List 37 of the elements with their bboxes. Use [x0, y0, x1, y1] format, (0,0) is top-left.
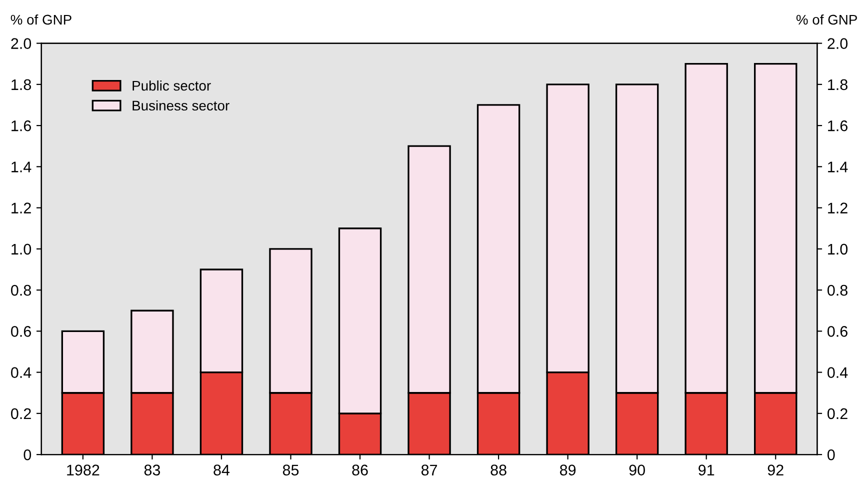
x-tick-label: 1982 — [67, 464, 100, 476]
y2-tick-label: 0 — [827, 449, 835, 460]
y2-tick-label: 1.0 — [828, 244, 848, 255]
y-tick-label: 0.8 — [11, 284, 31, 296]
y-tick-label: 0.4 — [11, 367, 32, 378]
y-tick-label: 2.0 — [11, 38, 32, 49]
x-tick-label: 86 — [352, 464, 368, 476]
legend-label: Business sector — [132, 100, 230, 111]
x-tick-label: 89 — [560, 464, 576, 476]
y-tick-label: 1.0 — [12, 244, 32, 255]
x-tick-label: 90 — [629, 464, 645, 476]
legend-label: Public sector — [132, 80, 211, 91]
y-tick-label: 1.2 — [12, 202, 31, 214]
y-tick-label: 1.4 — [12, 162, 32, 172]
x-tick-label: 84 — [214, 464, 230, 476]
y-tick-label: 0.2 — [11, 408, 31, 420]
y2-tick-label: 0.2 — [827, 408, 848, 420]
y2-tick-label: 0.4 — [827, 367, 848, 378]
y2-axis-title: % of GNP — [796, 14, 857, 25]
x-tick-label: 91 — [698, 464, 714, 476]
y-tick-label: 0 — [24, 449, 32, 460]
y-tick-label: 1.6 — [12, 120, 31, 132]
y2-tick-label: 0.8 — [827, 284, 848, 296]
y2-tick-label: 2.0 — [828, 38, 848, 49]
y-axis-title: % of GNP — [10, 14, 72, 25]
y2-tick-label: 1.4 — [828, 162, 848, 172]
y-tick-label: 1.8 — [12, 79, 31, 90]
x-tick-label: 87 — [421, 464, 438, 476]
y-tick-label: 0.6 — [11, 326, 31, 337]
y2-tick-label: 1.6 — [828, 120, 848, 132]
y2-tick-label: 0.6 — [827, 326, 848, 337]
y2-tick-label: 1.8 — [828, 79, 848, 90]
y2-tick-label: 1.2 — [828, 202, 848, 214]
x-tick-label: 88 — [490, 464, 506, 476]
x-tick-label: 92 — [768, 464, 784, 476]
x-tick-label: 83 — [144, 464, 160, 476]
x-tick-label: 85 — [282, 464, 299, 476]
